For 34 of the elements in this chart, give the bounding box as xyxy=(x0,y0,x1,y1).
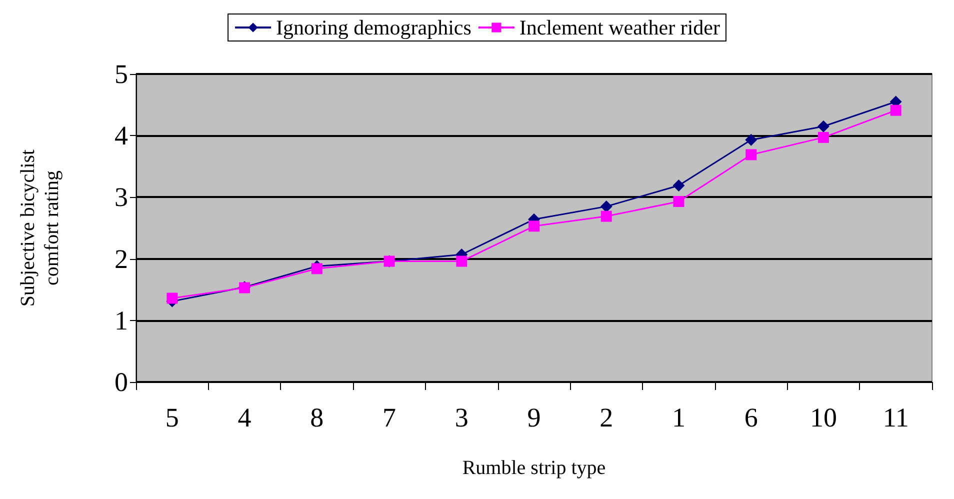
point xyxy=(817,120,830,132)
point xyxy=(311,263,322,274)
y-tick-label: 4 xyxy=(114,120,128,151)
y-tick-label: 3 xyxy=(114,182,128,212)
x-tick-label: 4 xyxy=(238,402,252,432)
x-tick-label: 6 xyxy=(744,402,758,432)
x-tick-label: 5 xyxy=(165,402,179,432)
y-tick-label: 0 xyxy=(114,367,128,397)
y-tick-label: 2 xyxy=(114,244,128,274)
point xyxy=(456,256,468,267)
point xyxy=(600,210,612,222)
point xyxy=(746,149,757,160)
point xyxy=(528,220,540,232)
point xyxy=(673,196,684,208)
point xyxy=(166,292,178,304)
x-tick-label: 2 xyxy=(600,402,614,432)
x-tick-label: 11 xyxy=(882,402,909,432)
x-tick-label: 8 xyxy=(310,402,324,432)
x-tick-label: 9 xyxy=(527,402,541,432)
y-tick-label: 5 xyxy=(114,59,128,89)
x-tick-label: 10 xyxy=(810,402,837,432)
y-axis-title: Subjective bicyclist comfort rating xyxy=(17,148,63,307)
point xyxy=(745,134,758,146)
legend-label: Ignoring demographics xyxy=(276,16,472,40)
point xyxy=(672,179,685,192)
legend-label: Inclement weather rider xyxy=(519,16,720,40)
point xyxy=(600,200,612,212)
x-tick-label: 7 xyxy=(382,402,396,432)
x-axis-title: Rumble strip type xyxy=(462,457,606,479)
y-tick-label: 1 xyxy=(114,305,128,336)
point xyxy=(890,104,902,116)
point xyxy=(818,132,829,143)
x-tick-label: 1 xyxy=(672,402,686,432)
x-tick-label: 3 xyxy=(454,402,468,432)
